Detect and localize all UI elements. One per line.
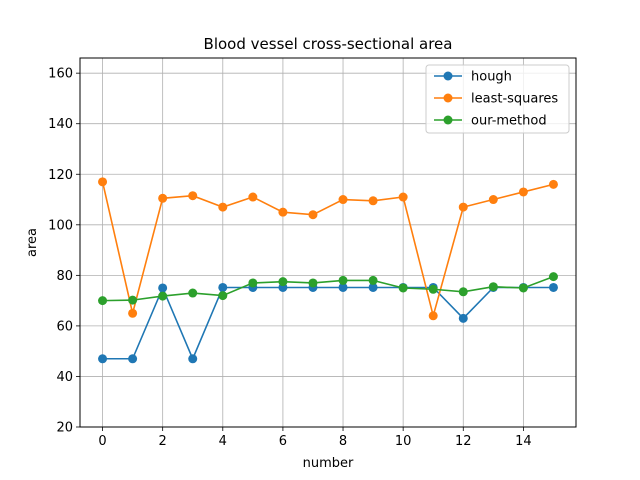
data-point-least-squares [308,210,318,220]
y-tick-label: 100 [48,218,73,233]
data-point-hough [158,283,168,293]
legend-marker [443,115,453,125]
data-point-least-squares [128,308,138,318]
data-point-least-squares [248,192,258,202]
data-point-hough [128,354,138,364]
legend-entry-our-method: our-method [434,114,547,129]
data-point-least-squares [278,207,288,217]
data-point-least-squares [98,177,108,187]
x-tick-label: 0 [98,434,106,449]
y-tick-label: 60 [56,319,73,334]
data-point-least-squares [218,202,228,212]
y-tick-label: 160 [48,67,73,82]
data-point-our-method [218,291,228,301]
data-point-least-squares [428,311,438,321]
data-point-our-method [278,277,288,287]
series-line-hough [102,285,554,361]
data-point-our-method [368,275,378,285]
series-layer [98,177,558,364]
legend-entry-least-squares: least-squares [434,92,558,107]
data-point-least-squares [518,187,528,197]
data-point-least-squares [488,195,498,205]
plot-frame [79,57,577,428]
y-axis-label: area [25,228,40,257]
data-point-our-method [518,283,528,293]
data-point-hough [218,282,228,292]
data-point-our-method [428,284,438,294]
data-point-hough [98,354,108,364]
legend-box [425,64,570,134]
legend-label: least-squares [471,92,558,107]
data-point-least-squares [548,179,558,189]
legend-label: hough [471,70,512,85]
legend-label: our-method [471,114,547,129]
y-tick-label: 120 [48,168,73,183]
data-point-least-squares [398,192,408,202]
x-tick-label: 10 [395,434,412,449]
x-axis-label: number [303,456,354,471]
data-point-hough [338,282,348,292]
x-tick-label: 8 [339,434,347,449]
x-tick-label: 2 [159,434,167,449]
x-tick-label: 6 [279,434,287,449]
data-point-our-method [98,296,108,306]
series-line-our-method [102,275,554,302]
data-point-least-squares [368,196,378,206]
legend-marker [443,93,453,103]
data-point-hough [188,354,198,364]
data-point-our-method [458,287,468,297]
x-tick-label: 14 [515,434,532,449]
data-point-our-method [308,278,318,288]
data-point-least-squares [188,191,198,201]
data-point-our-method [398,283,408,293]
series-our-method [98,272,558,306]
legend: hough least-squares our-method [425,64,570,134]
data-point-our-method [248,278,258,288]
data-point-our-method [338,275,348,285]
data-point-hough [548,282,558,292]
y-tick-label: 140 [48,117,73,132]
data-point-least-squares [158,193,168,203]
data-point-our-method [548,272,558,282]
x-tick-label: 12 [455,434,472,449]
data-point-least-squares [338,195,348,205]
series-least-squares [98,177,558,321]
data-point-our-method [488,282,498,292]
data-point-our-method [158,291,168,301]
y-tick-label: 80 [56,269,73,284]
data-point-hough [368,282,378,292]
x-tick-label: 4 [219,434,227,449]
y-tick-label: 40 [56,370,73,385]
legend-marker [443,71,453,81]
legend-entry-hough: hough [434,70,512,85]
data-point-hough [458,313,468,323]
data-point-least-squares [458,202,468,212]
data-point-our-method [188,288,198,298]
data-point-our-method [128,295,138,305]
y-tick-label: 20 [56,421,73,436]
chart-title: Blood vessel cross-sectional area [204,35,453,53]
ticks: 0 2 4 6 8 10 12 14 20 40 60 80 100 120 140 160 [48,67,531,449]
series-line-least-squares [101,181,554,319]
